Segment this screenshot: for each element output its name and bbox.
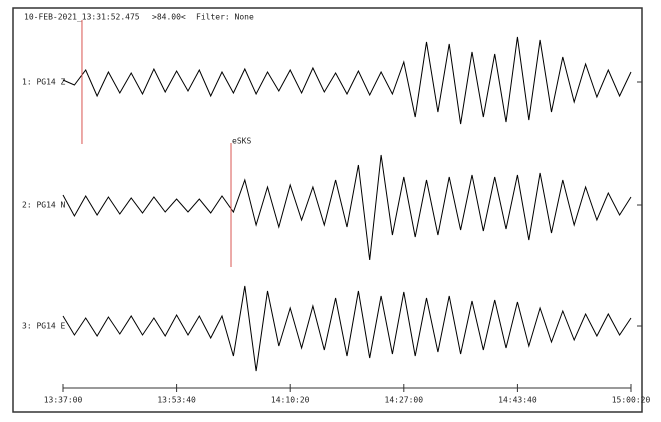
channel-label: 1: PG14 Z	[22, 78, 66, 87]
x-tick-label: 14:43:40	[498, 396, 537, 405]
header-filter: Filter: None	[196, 13, 254, 22]
x-tick-label: 14:27:00	[385, 396, 424, 405]
x-tick-label: 15:00:20	[612, 396, 651, 405]
waveform	[62, 36, 632, 125]
waveform	[62, 154, 632, 261]
channel-label: 2: PG14 N	[22, 201, 66, 210]
channel-label: 3: PG14 E	[22, 322, 66, 331]
waveform	[62, 285, 632, 372]
x-tick-label: 13:53:40	[157, 396, 196, 405]
x-tick-label: 14:10:20	[271, 396, 310, 405]
x-tick-label: 13:37:00	[44, 396, 83, 405]
phase-label: eSKS	[232, 137, 251, 146]
frame	[12, 7, 643, 413]
header-time: 10-FEB-2021_13:31:52.475	[24, 13, 140, 22]
header-scale: >84.00<	[152, 13, 186, 22]
